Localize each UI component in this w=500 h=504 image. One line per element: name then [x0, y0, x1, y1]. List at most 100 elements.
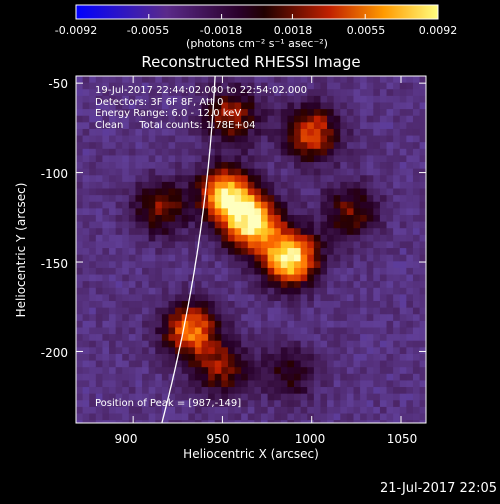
- image-pixel: [201, 128, 209, 137]
- image-pixel: [247, 380, 255, 388]
- image-pixel: [247, 208, 255, 216]
- image-pixel: [227, 360, 236, 368]
- image-pixel: [294, 234, 302, 243]
- image-pixel: [313, 175, 322, 183]
- image-pixel: [412, 380, 421, 388]
- image-pixel: [280, 175, 289, 183]
- image-pixel: [234, 287, 242, 295]
- image-pixel: [241, 360, 249, 368]
- image-pixel: [155, 221, 163, 229]
- image-pixel: [148, 367, 156, 375]
- image-pixel: [274, 301, 282, 309]
- image-pixel: [360, 228, 368, 236]
- image-pixel: [221, 201, 229, 209]
- image-pixel: [95, 307, 104, 315]
- image-pixel: [148, 155, 156, 163]
- image-pixel: [261, 142, 269, 150]
- image-pixel: [386, 254, 394, 262]
- image-pixel: [386, 241, 394, 249]
- image-pixel: [261, 155, 269, 163]
- image-pixel: [379, 287, 388, 295]
- image-pixel: [287, 76, 295, 84]
- image-pixel: [307, 188, 315, 196]
- image-pixel: [280, 181, 289, 190]
- image-pixel: [89, 367, 97, 375]
- image-pixel: [340, 248, 348, 256]
- image-pixel: [261, 109, 269, 117]
- image-pixel: [194, 347, 203, 355]
- image-pixel: [313, 314, 322, 322]
- image-pixel: [89, 387, 97, 395]
- image-pixel: [155, 76, 163, 84]
- image-pixel: [419, 254, 426, 262]
- image-pixel: [300, 135, 308, 143]
- image-pixel: [227, 248, 236, 256]
- image-pixel: [346, 122, 355, 130]
- image-pixel: [109, 367, 117, 375]
- image-pixel: [95, 287, 104, 295]
- image-pixel: [115, 287, 123, 295]
- image-pixel: [261, 95, 269, 104]
- image-pixel: [261, 274, 269, 282]
- image-pixel: [300, 208, 308, 216]
- image-pixel: [386, 102, 394, 110]
- image-pixel: [175, 320, 183, 329]
- image-pixel: [294, 413, 302, 421]
- image-pixel: [109, 162, 117, 170]
- image-pixel: [366, 294, 374, 302]
- image-pixel: [82, 420, 90, 423]
- image-pixel: [135, 109, 143, 117]
- image-pixel: [148, 413, 156, 421]
- image-pixel: [327, 400, 335, 408]
- image-pixel: [148, 261, 156, 269]
- image-pixel: [320, 406, 328, 415]
- image-pixel: [122, 327, 130, 335]
- image-pixel: [82, 228, 90, 236]
- image-pixel: [142, 334, 150, 342]
- image-pixel: [353, 314, 361, 322]
- image-pixel: [274, 201, 282, 209]
- image-pixel: [274, 400, 282, 408]
- image-pixel: [221, 307, 229, 315]
- image-pixel: [399, 128, 407, 137]
- image-pixel: [95, 109, 104, 117]
- image-pixel: [168, 135, 176, 143]
- image-pixel: [247, 162, 255, 170]
- image-pixel: [274, 155, 282, 163]
- image-pixel: [333, 373, 341, 382]
- image-pixel: [102, 334, 110, 342]
- image-pixel: [399, 261, 407, 269]
- image-pixel: [393, 241, 401, 249]
- image-pixel: [175, 387, 183, 395]
- image-pixel: [247, 234, 255, 243]
- image-pixel: [346, 148, 355, 157]
- image-pixel: [294, 109, 302, 117]
- image-pixel: [175, 307, 183, 315]
- image-pixel: [102, 267, 110, 276]
- image-pixel: [254, 340, 262, 348]
- image-pixel: [274, 228, 282, 236]
- image-pixel: [188, 314, 196, 322]
- image-pixel: [142, 208, 150, 216]
- image-pixel: [227, 314, 236, 322]
- image-pixel: [366, 241, 374, 249]
- image-pixel: [406, 287, 414, 295]
- image-pixel: [89, 181, 97, 190]
- image-pixel: [135, 135, 143, 143]
- image-pixel: [168, 109, 176, 117]
- image-pixel: [155, 155, 163, 163]
- image-pixel: [109, 148, 117, 157]
- image-pixel: [333, 400, 341, 408]
- image-pixel: [234, 221, 242, 229]
- image-pixel: [76, 334, 84, 342]
- image-pixel: [109, 274, 117, 282]
- image-pixel: [313, 234, 322, 243]
- image-pixel: [89, 400, 97, 408]
- image-pixel: [313, 320, 322, 329]
- image-pixel: [247, 327, 255, 335]
- image-pixel: [89, 347, 97, 355]
- image-pixel: [353, 142, 361, 150]
- image-pixel: [194, 201, 203, 209]
- image-pixel: [419, 393, 426, 401]
- image-pixel: [175, 248, 183, 256]
